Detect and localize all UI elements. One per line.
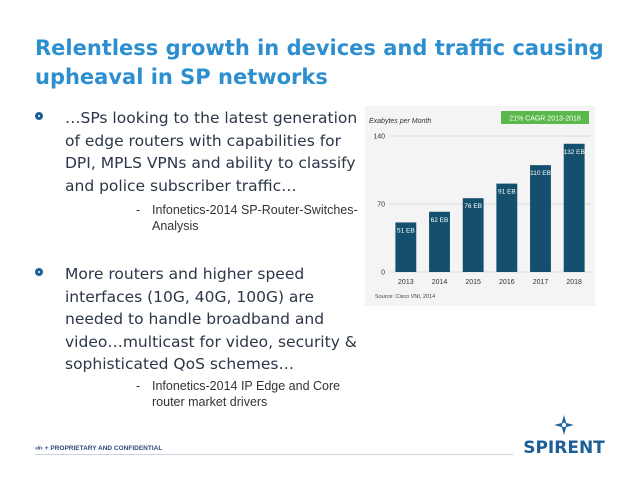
source-text: Infonetics-2014 IP Edge and Core router … [152, 379, 341, 409]
bar-2013 [395, 222, 417, 272]
bar-data-label: 62 EB [431, 217, 449, 224]
chart-source: Source: Cisco VNI, 2014 [375, 294, 435, 300]
proprietary-label: + PROPRIETARY AND CONFIDENTIAL [44, 445, 163, 452]
bar-data-label: 132 EB [564, 149, 585, 156]
bullet-1-text: …SPs looking to the latest generation of… [65, 109, 358, 195]
source-text: Infonetics-2014 SP-Router-Switches-Analy… [152, 203, 358, 233]
bar-data-label: 76 EB [464, 203, 482, 210]
bar-2018 [563, 143, 585, 272]
bar-2016 [496, 183, 518, 272]
bar-data-label: 51 EB [397, 227, 415, 234]
bar-data-label: 110 EB [530, 170, 551, 177]
footer-proprietary: ‹#› + PROPRIETARY AND CONFIDENTIAL [35, 445, 162, 452]
x-tick-label: 2017 [533, 279, 549, 286]
bullet-ring-icon [35, 112, 43, 120]
bar-2015 [462, 198, 484, 272]
x-tick-label: 2016 [499, 279, 515, 286]
slide-title: Relentless growth in devices and traffic… [35, 36, 604, 89]
source-dash: - [136, 203, 141, 217]
bullet-2-text: More routers and higher speed interfaces… [65, 265, 357, 373]
source-dash: - [136, 379, 141, 393]
bar-2017 [530, 165, 551, 272]
cagr-badge [501, 111, 589, 124]
y-tick-label: 70 [377, 202, 385, 209]
bullet-ring-icon [35, 268, 43, 276]
x-tick-label: 2015 [465, 279, 481, 286]
spirent-star-icon [554, 415, 574, 435]
exabytes-bar-chart: Exabytes per Month 21% CAGR 2013-2018 0 7… [365, 106, 595, 306]
page-number: ‹#› [35, 445, 43, 452]
x-tick-label: 2018 [566, 279, 582, 286]
bar-data-label: 91 EB [498, 189, 516, 196]
bullet-1: …SPs looking to the latest generation of… [35, 107, 370, 197]
y-tick-label: 140 [373, 134, 385, 141]
footer-divider [35, 454, 513, 455]
x-tick-label: 2013 [398, 279, 414, 286]
bar-2014 [429, 211, 450, 272]
spirent-logo: SPIRENT [523, 415, 605, 457]
x-tick-label: 2014 [432, 279, 448, 286]
cagr-annotation: 21% CAGR 2013-2018 [509, 116, 581, 123]
chart-ylabel: Exabytes per Month [369, 118, 431, 125]
logo-wordmark: SPIRENT [523, 438, 605, 457]
y-tick-label: 0 [381, 270, 385, 277]
bullet-2: More routers and higher speed interfaces… [35, 263, 370, 378]
